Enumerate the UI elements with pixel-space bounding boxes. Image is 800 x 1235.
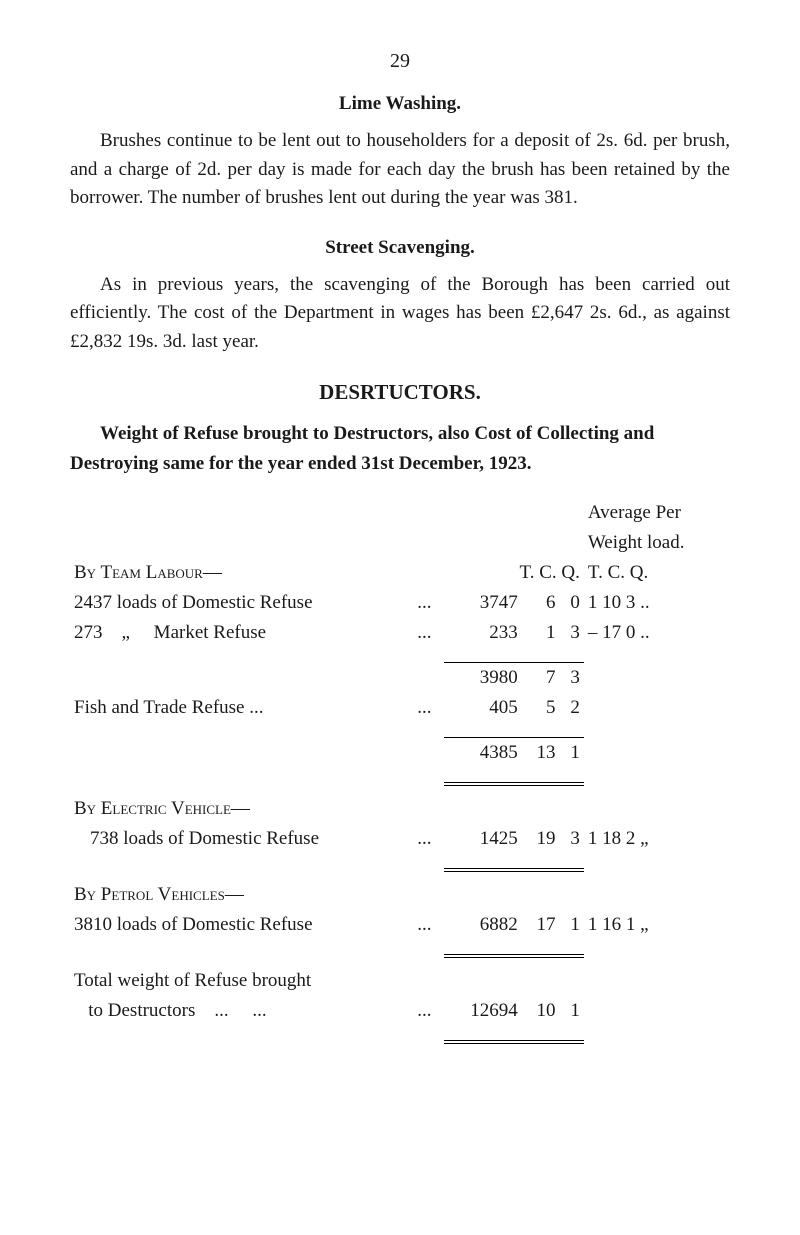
col-head-1: T. C. Q.: [444, 558, 584, 588]
cell: 4385: [444, 737, 522, 768]
cell: 3747: [444, 588, 522, 618]
cell: 5: [522, 693, 560, 723]
cell: 1: [522, 618, 560, 648]
table-row: 2437 loads of Domestic Refuse ... 3747 6…: [70, 588, 730, 618]
dots: ...: [413, 693, 444, 723]
destructors-subheading: Weight of Refuse brought to Destructors,…: [70, 419, 730, 480]
cell: 12694: [444, 996, 522, 1026]
row-label: Fish and Trade Refuse ...: [70, 693, 413, 723]
dots: ...: [413, 824, 444, 854]
team-labour-head: By Team Labour—: [70, 558, 413, 588]
cell: 19: [522, 824, 560, 854]
cell: 405: [444, 693, 522, 723]
destructors-table: Average Per Weight load. By Team Labour—…: [70, 498, 730, 1052]
cell: 1: [559, 737, 583, 768]
cell: 1 16 1 „: [584, 910, 730, 940]
table-row: Total weight of Refuse brought: [70, 966, 730, 996]
row-label: 273 „ Market Refuse: [74, 622, 266, 643]
electric-head: By Electric Vehicle—: [70, 794, 413, 824]
row-label: to Destructors ... ...: [70, 996, 413, 1026]
cell: 1: [559, 910, 583, 940]
cell: 10: [522, 996, 560, 1026]
cell: 0: [559, 588, 583, 618]
destructors-heading: DESRTUCTORS.: [70, 380, 730, 405]
cell: 233: [444, 618, 522, 648]
cell: 3: [559, 824, 583, 854]
row-label: 738 loads of Domestic Refuse: [90, 828, 319, 849]
cell: – 17 0 ..: [584, 618, 730, 648]
cell: 7: [522, 662, 560, 693]
cell: 17: [522, 910, 560, 940]
dots: ...: [413, 996, 444, 1026]
cell: 6: [522, 588, 560, 618]
cell: 3: [559, 662, 583, 693]
dots: ...: [413, 910, 444, 940]
table-row: 738 loads of Domestic Refuse ... 1425 19…: [70, 824, 730, 854]
avg-label-1: Average Per: [584, 498, 730, 528]
subtotal-row: 4385 13 1: [70, 737, 730, 768]
row-label: 2437 loads of Domestic Refuse: [74, 592, 313, 613]
street-scavenging-heading: Street Scavenging.: [70, 237, 730, 259]
cell: 1425: [444, 824, 522, 854]
subtotal-row: 3980 7 3: [70, 662, 730, 693]
cell: 13: [522, 737, 560, 768]
cell: 1: [559, 996, 583, 1026]
cell: 6882: [444, 910, 522, 940]
col-head-2: T. C. Q.: [584, 558, 730, 588]
petrol-head: By Petrol Vehicles—: [70, 880, 413, 910]
dots: ...: [413, 588, 444, 618]
row-label: Total weight of Refuse brought: [70, 966, 413, 996]
table-row: to Destructors ... ... ... 12694 10 1: [70, 996, 730, 1026]
table-row: 3810 loads of Domestic Refuse ... 6882 1…: [70, 910, 730, 940]
cell: 3980: [444, 662, 522, 693]
page-number: 29: [70, 50, 730, 73]
dots: ...: [413, 618, 444, 648]
cell: 3: [559, 618, 583, 648]
lime-washing-heading: Lime Washing.: [70, 93, 730, 115]
avg-label-2: Weight load.: [584, 528, 730, 558]
lime-washing-para: Brushes continue to be lent out to house…: [70, 127, 730, 213]
table-row: Fish and Trade Refuse ... ... 405 5 2: [70, 693, 730, 723]
table-row: 273 „ Market Refuse ... 233 1 3 – 17 0 .…: [70, 618, 730, 648]
cell: 2: [559, 693, 583, 723]
cell: 1 18 2 „: [584, 824, 730, 854]
row-label: 3810 loads of Domestic Refuse: [74, 914, 313, 935]
cell: 1 10 3 ..: [584, 588, 730, 618]
street-scavenging-para: As in previous years, the scavenging of …: [70, 271, 730, 357]
